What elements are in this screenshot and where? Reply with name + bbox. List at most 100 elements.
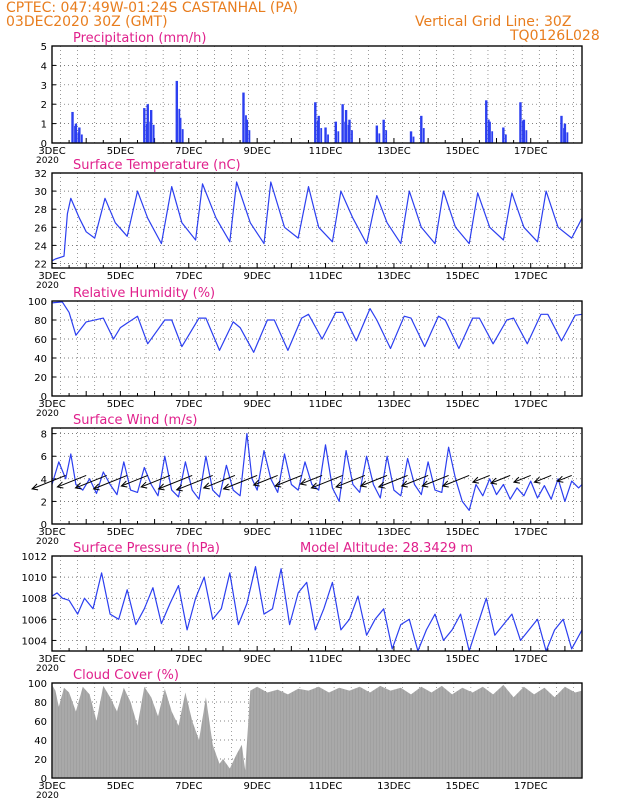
wind-wind-vector	[401, 474, 429, 487]
wind-wind-vector	[300, 474, 323, 485]
temp-xtick-label: 5DEC	[107, 271, 134, 282]
temp-title: Surface Temperature (nC)	[73, 158, 241, 173]
precip-bar	[320, 128, 323, 143]
temp-xtick-label: 7DEC	[175, 271, 202, 282]
wind-wind-vector	[442, 474, 470, 487]
rh-ytick-label: 0	[41, 392, 47, 403]
wind-wind-vector	[534, 474, 552, 483]
pres-line	[51, 566, 583, 652]
temp-ytick-label: 30	[34, 187, 47, 198]
cloud-xtick-label: 15DEC	[445, 781, 479, 792]
wind-wind-arrowhead	[175, 484, 183, 492]
wind-wind-arrowhead	[299, 478, 307, 486]
cloud-xtick-label: 7DEC	[175, 781, 202, 792]
wind-xtick-label: 5DEC	[107, 527, 134, 538]
pres-title: Surface Pressure (hPa)	[73, 541, 220, 556]
precip-title: Precipitation (mm/h)	[73, 31, 206, 46]
precip-bar	[522, 119, 526, 143]
pres-ytick-label: 1004	[22, 636, 47, 647]
precip-bar	[488, 121, 491, 143]
precip-xtick-label: 15DEC	[445, 146, 479, 157]
precip-bar	[560, 115, 563, 143]
cloud-area	[52, 684, 582, 778]
wind-wind-arrowhead	[252, 479, 260, 487]
precip-year-label: 2020	[36, 156, 59, 166]
pres-year-label: 2020	[36, 664, 59, 674]
wind-wind-arrowhead	[335, 481, 343, 489]
temp-xtick-label: 15DEC	[445, 271, 479, 282]
precip-bar	[149, 110, 153, 143]
precip-xtick-label: 13DEC	[377, 146, 411, 157]
wind-wind-vector	[557, 474, 572, 482]
precip-bar	[491, 131, 494, 143]
wind-wind-arrowhead	[222, 483, 230, 491]
cloud-ytick-label: 0	[41, 774, 47, 785]
precip-bar	[563, 123, 567, 143]
precip-bar	[412, 136, 415, 143]
precip-bar	[375, 125, 379, 143]
wind-wind-vector	[158, 474, 193, 490]
precip-bar	[420, 115, 423, 143]
wind-wind-arrowhead	[377, 481, 385, 489]
precip-bar	[242, 92, 245, 143]
wind-wind-vector	[93, 474, 128, 490]
pres-frame	[51, 555, 583, 652]
wind-line	[51, 433, 583, 511]
wind-wind-vector	[472, 474, 490, 483]
wind-wind-vector	[253, 474, 278, 486]
precip-bar	[351, 130, 353, 143]
rh-border	[51, 300, 583, 397]
wind-wind-arrowhead	[157, 483, 165, 491]
wind-wind-arrowhead	[512, 476, 520, 484]
cloud-xtick-label: 13DEC	[377, 781, 411, 792]
rh-ytick-label: 20	[34, 373, 47, 384]
precip-border	[51, 45, 583, 144]
wind-wind-vector	[513, 474, 531, 483]
wind-wind-arrowhead	[120, 480, 128, 488]
precip-bar	[409, 131, 413, 143]
precip-bar	[324, 127, 327, 143]
wind-wind-arrowhead	[202, 482, 210, 490]
cloud-xtick-label: 17DEC	[514, 781, 548, 792]
cloud-xtick-label: 9DEC	[243, 781, 270, 792]
pres-border	[51, 555, 583, 652]
precip-bar	[245, 119, 249, 143]
wind-wind-arrowhead	[489, 477, 498, 485]
precip-bar	[74, 123, 78, 143]
cloud-ytick-label: 80	[34, 698, 47, 709]
precip-bar	[378, 133, 381, 143]
pres-xtick-label: 5DEC	[107, 654, 134, 665]
cloud-ytick-label: 20	[34, 755, 47, 766]
precip-bar	[314, 102, 317, 143]
wind-wind-vector	[422, 474, 449, 487]
precip-ytick-label: 4	[41, 61, 47, 72]
temp-xtick-label: 9DEC	[243, 271, 270, 282]
wind-wind-vector	[31, 474, 66, 490]
temp-border	[51, 172, 583, 269]
wind-wind-vector	[121, 474, 148, 487]
cloud-ytick-label: 100	[28, 679, 47, 690]
rh-xtick-label: 9DEC	[243, 399, 270, 410]
cloud-xtick-label: 11DEC	[309, 781, 343, 792]
rh-xtick-label: 15DEC	[445, 399, 479, 410]
wind-xtick-label: 15DEC	[445, 527, 479, 538]
run-code: TQ0126L028	[510, 28, 600, 44]
wind-xtick-label: 11DEC	[309, 527, 343, 538]
pres-ytick-label: 1006	[22, 615, 47, 626]
rh-title: Relative Humidity (%)	[73, 286, 215, 301]
precip-bar	[71, 111, 74, 143]
precip-ytick-label: 1	[41, 120, 47, 131]
wind-border	[51, 427, 583, 525]
temp-ytick-label: 24	[34, 241, 47, 252]
cloud-title: Cloud Cover (%)	[73, 668, 179, 683]
pres-xtick-label: 13DEC	[377, 654, 411, 665]
temp-xtick-label: 13DEC	[377, 271, 411, 282]
wind-wind-arrowhead	[140, 481, 148, 489]
pres-xtick-label: 11DEC	[309, 654, 343, 665]
wind-xtick-label: 3DEC	[38, 527, 65, 538]
wind-wind-arrowhead	[92, 483, 100, 491]
precip-bar	[80, 134, 83, 143]
wind-wind-arrowhead	[359, 480, 367, 488]
wind-wind-vector	[275, 474, 302, 487]
pres-xtick-label: 15DEC	[445, 654, 479, 665]
